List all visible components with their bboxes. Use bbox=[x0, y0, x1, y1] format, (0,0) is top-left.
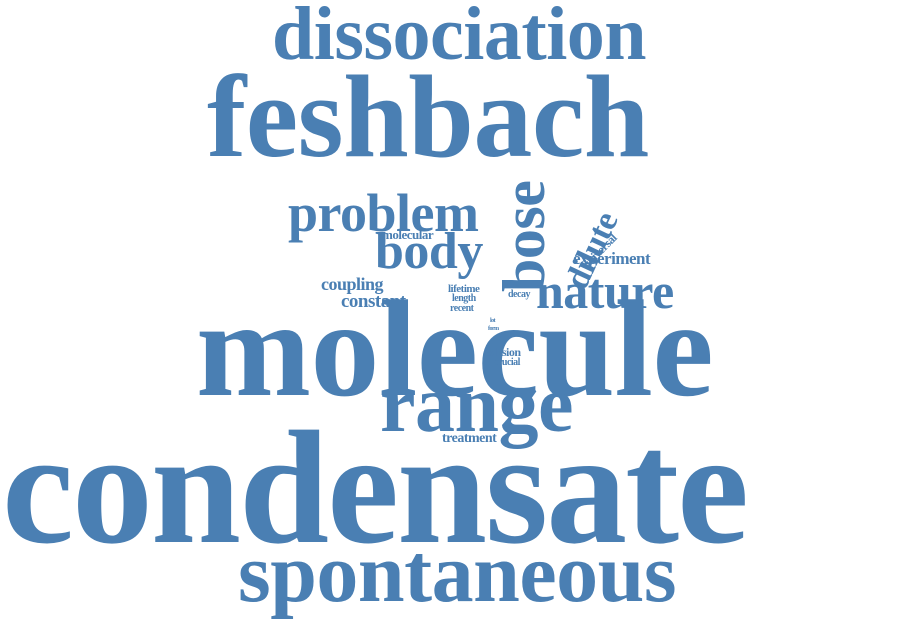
word-molecular: molecular bbox=[382, 227, 434, 242]
word-problem: problem bbox=[288, 183, 479, 243]
word-form: form bbox=[488, 326, 499, 332]
word-crucial: crucial bbox=[494, 357, 520, 368]
word-nature: nature bbox=[536, 263, 674, 319]
word-molecule: molecule bbox=[196, 272, 714, 425]
word-treatment: treatment bbox=[442, 431, 497, 446]
word-condensate: condensate bbox=[2, 399, 749, 578]
word-lifetime: lifetime bbox=[448, 283, 480, 295]
word-dissociation: dissociation bbox=[272, 0, 647, 76]
word-feshbach: feshbach bbox=[207, 51, 649, 182]
word-decay: decay bbox=[508, 289, 530, 300]
word-constant: constant bbox=[341, 291, 406, 312]
word-range: range bbox=[380, 361, 574, 449]
word-body: body bbox=[375, 223, 483, 280]
word-coupling: coupling bbox=[321, 274, 384, 294]
word-recent: recent bbox=[450, 303, 474, 314]
word-length: length bbox=[452, 293, 476, 304]
word-spontaneous: spontaneous bbox=[238, 527, 677, 620]
word-experiment: experiment bbox=[573, 249, 651, 268]
word-collision: collision bbox=[483, 345, 521, 359]
word-lot: lot bbox=[490, 318, 496, 324]
